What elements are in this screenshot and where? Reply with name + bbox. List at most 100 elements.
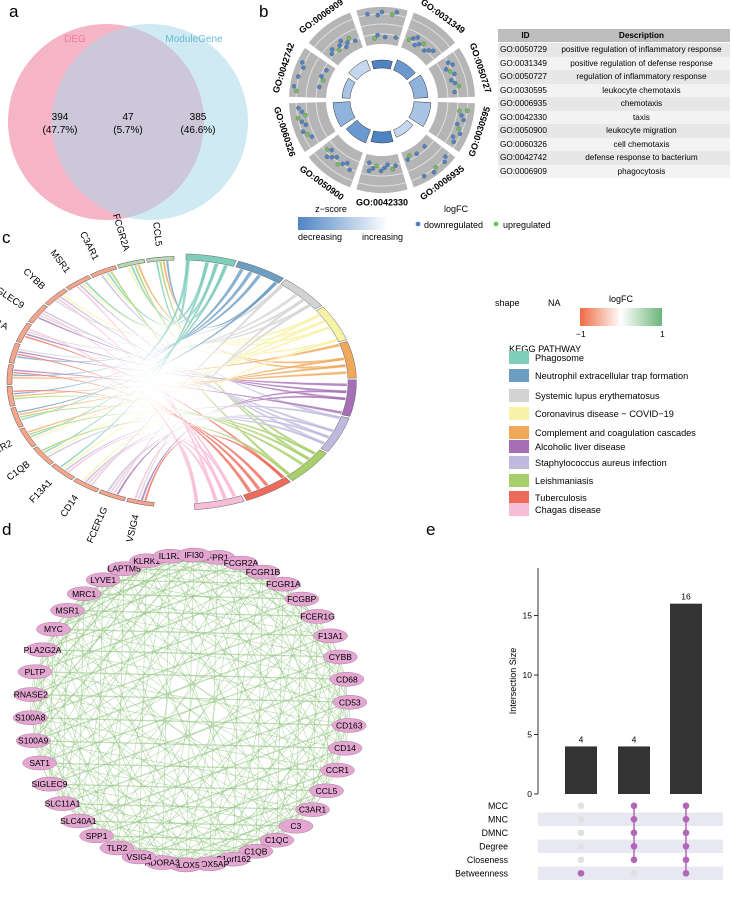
network-node-ellipse <box>32 776 67 792</box>
network-node-ellipse <box>85 572 121 588</box>
go-table-row: GO:0060326 cell chemotaxis <box>498 137 730 151</box>
network-edge <box>169 556 278 841</box>
network-node-label: CYBB <box>329 652 352 662</box>
go-gene-dot <box>345 40 350 45</box>
network-edge <box>138 790 327 858</box>
network-node-ellipse <box>17 664 53 680</box>
go-gene-dot <box>465 108 470 113</box>
network-edge <box>39 762 211 865</box>
go-gene-dot <box>433 164 438 170</box>
network-node-ellipse <box>295 802 330 817</box>
go-term-label: GO:0042330 <box>356 197 408 207</box>
go-gene-dot <box>456 126 462 132</box>
network-edge <box>138 560 148 857</box>
go-grid-line <box>358 182 406 187</box>
chord-ribbon <box>30 264 229 438</box>
chord-diagram: CCL5FCGR2AC3AR1MSR1CYBBSIGLEC9FCGR1AC1QC… <box>0 213 357 545</box>
go-gene-dot <box>448 69 453 74</box>
go-grid-line <box>407 28 443 54</box>
chord-gene-segment <box>50 463 76 481</box>
go-table-row: GO:0006935 chemotaxis <box>498 97 730 111</box>
chord-logfc-legend: shape NA logFC <box>495 294 662 326</box>
go-gene-dot <box>294 88 299 94</box>
network-node-label: C3 <box>290 821 301 831</box>
network-edge <box>276 616 318 841</box>
kegg-legend-item: Phagosome <box>509 351 584 364</box>
chord-gene-segment <box>6 364 14 385</box>
go-legend: z−score logFC decreasing increasing down… <box>298 204 551 242</box>
network-node-label: IL1R2 <box>159 551 182 561</box>
network-edge <box>29 649 43 718</box>
network-edge <box>62 610 68 804</box>
network-node: TLR2 <box>99 840 135 856</box>
chord-ribbon <box>61 313 321 470</box>
downregulated-label: downregulated <box>424 220 483 230</box>
network-edge <box>49 593 85 785</box>
go-gene-dot <box>448 78 454 83</box>
network-edge <box>42 649 163 863</box>
network-edge <box>30 717 256 852</box>
network-node-label: MRC1 <box>72 589 96 599</box>
network-node-ellipse <box>300 609 335 624</box>
upset-y-tick-label: 0 <box>527 789 532 799</box>
chord-pathway-segment <box>341 379 357 417</box>
network-edge <box>116 568 125 848</box>
panel-letter-e: e <box>426 520 436 539</box>
venn-right-pct: (46.6%) <box>180 125 215 136</box>
go-gene-dot <box>394 10 400 15</box>
go-gene-dot <box>320 78 326 83</box>
upset-matrix-dot <box>630 856 638 864</box>
go-gene-dot <box>382 165 387 171</box>
network-node: SIGLEC9 <box>32 776 68 792</box>
go-gene-dot <box>319 74 324 79</box>
network-node-ellipse <box>278 818 314 834</box>
kegg-legend-swatch <box>509 456 529 469</box>
network-edge <box>102 579 338 771</box>
network-node: CD14 <box>327 740 363 756</box>
go-table-id: GO:0031349 <box>498 56 553 70</box>
network-node-label: FCGBP <box>287 594 317 604</box>
chord-ribbon <box>13 268 245 395</box>
chord-ribbon <box>140 389 347 501</box>
network-node-label: SIGLEC9 <box>32 779 68 789</box>
go-table-row: GO:0050900 leukocyte migration <box>498 124 730 138</box>
network-node-ellipse <box>61 813 96 829</box>
venn-label-deg: DEG <box>64 34 86 45</box>
go-gene-dot <box>456 108 462 114</box>
chord-ribbon <box>106 415 335 493</box>
upset-set-label: Degree <box>479 841 508 851</box>
go-grid-line <box>363 33 401 38</box>
network-edge <box>32 635 331 742</box>
chord-ribbon <box>18 364 347 416</box>
go-gene-dot <box>346 36 352 41</box>
go-zscore-bar <box>408 101 432 128</box>
go-gene-dot <box>385 162 390 168</box>
upset-matrix-dot <box>577 869 585 877</box>
go-gene-dot <box>415 35 420 40</box>
go-gene-dot <box>450 134 456 140</box>
kegg-legend-label: Systemic lupus erythematosus <box>535 390 660 401</box>
upset-matrix-dot <box>682 869 690 877</box>
go-gene-dot <box>329 51 335 57</box>
network-node-ellipse <box>15 733 51 748</box>
network-node: SPP1 <box>79 828 114 844</box>
network-edge <box>337 702 351 771</box>
kegg-legend-swatch <box>509 491 529 504</box>
network-node-label: MSR1 <box>56 605 80 615</box>
go-gene-dot <box>430 48 436 54</box>
chord-ribbon <box>137 298 305 500</box>
network-node-label: FCGR1B <box>246 567 281 577</box>
go-table-header-id: ID <box>498 29 553 43</box>
chord-gene-label: TLR2 <box>0 438 14 458</box>
logfc-gradient-bar <box>580 308 662 326</box>
chord-gene-segment <box>117 258 146 269</box>
go-outer-segment <box>289 47 336 99</box>
network-node-label: CD163 <box>336 720 363 730</box>
network-node-label: FCER1G <box>300 611 334 621</box>
go-gene-dot <box>452 80 458 86</box>
go-gene-dot <box>445 60 451 65</box>
network-edge <box>96 579 104 836</box>
kegg-legend-item: Alcoholic liver disease <box>509 440 625 453</box>
kegg-legend-swatch <box>509 407 529 420</box>
go-gene-dot <box>299 109 305 115</box>
